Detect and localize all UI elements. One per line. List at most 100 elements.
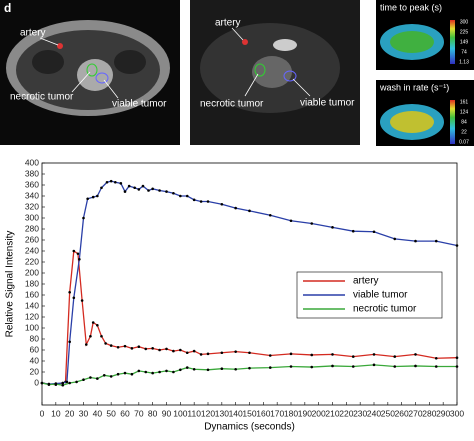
- y-tick-label: 40: [30, 355, 40, 365]
- data-point: [158, 348, 161, 352]
- data-point: [75, 380, 78, 384]
- data-point: [127, 184, 131, 188]
- data-point: [455, 356, 459, 360]
- data-point: [192, 349, 196, 353]
- mri-left: d artery necrotic tumor viable tumor: [0, 0, 180, 145]
- x-axis-label: Dynamics (seconds): [204, 422, 295, 433]
- x-tick-label: 140: [229, 408, 243, 418]
- x-tick-label: 120: [201, 408, 215, 418]
- data-point: [199, 353, 203, 356]
- data-point: [331, 364, 334, 368]
- panel-letter: d: [4, 1, 11, 15]
- data-point: [89, 376, 92, 379]
- data-point: [455, 244, 459, 247]
- data-point: [123, 344, 127, 348]
- data-point: [185, 351, 189, 355]
- y-tick-label: 220: [25, 256, 39, 266]
- image-label: necrotic tumor: [10, 92, 74, 103]
- colorbar-label: 124: [460, 109, 469, 115]
- y-tick-label: 160: [25, 289, 39, 299]
- data-point: [82, 378, 85, 382]
- data-point: [179, 194, 182, 198]
- colorbar-label: 22: [461, 129, 467, 135]
- y-tick-label: 320: [25, 201, 39, 211]
- x-tick-label: 290: [436, 408, 450, 418]
- data-point: [147, 189, 150, 192]
- data-point: [84, 343, 88, 346]
- x-tick-label: 20: [65, 408, 75, 418]
- colorbar-label: 300: [460, 19, 469, 25]
- data-point: [100, 186, 103, 190]
- data-point: [137, 188, 141, 191]
- data-point: [268, 366, 272, 369]
- data-point: [130, 372, 134, 376]
- data-point: [86, 197, 89, 201]
- map-title: wash in rate (s⁻¹): [379, 82, 449, 92]
- data-point: [76, 252, 80, 256]
- data-point: [96, 377, 99, 380]
- x-tick-label: 160: [256, 408, 270, 418]
- y-tick-label: 340: [25, 190, 39, 200]
- y-tick-label: 200: [25, 267, 39, 277]
- x-tick-label: 30: [79, 408, 89, 418]
- map-wash-in: wash in rate (s⁻¹): [376, 80, 474, 146]
- data-point: [179, 348, 182, 352]
- x-tick-label: 130: [215, 408, 229, 418]
- data-point: [372, 230, 376, 234]
- x-tick-label: 110: [187, 408, 201, 418]
- data-point: [185, 194, 189, 198]
- y-tick-label: 400: [25, 157, 39, 167]
- data-point: [268, 354, 272, 357]
- data-point: [158, 370, 161, 374]
- colorbar-label: 84: [461, 119, 467, 125]
- x-tick-label: 90: [162, 408, 172, 418]
- y-tick-label: 180: [25, 278, 39, 288]
- data-point: [434, 239, 438, 243]
- y-tick-label: 100: [25, 322, 39, 332]
- data-point: [414, 239, 417, 243]
- data-point: [414, 364, 417, 368]
- data-point: [414, 353, 417, 356]
- data-point: [68, 381, 71, 385]
- data-point: [54, 382, 58, 386]
- x-tick-label: 70: [134, 408, 144, 418]
- data-point: [40, 381, 44, 385]
- data-point: [116, 345, 120, 349]
- data-point: [234, 350, 237, 353]
- data-point: [65, 380, 69, 384]
- y-tick-label: 240: [25, 245, 39, 255]
- image-label: artery: [215, 18, 241, 29]
- colorbar-label: 1.13: [459, 59, 469, 65]
- data-point: [137, 345, 141, 349]
- y-tick-label: 60: [30, 344, 40, 354]
- data-point: [104, 342, 107, 345]
- data-point: [455, 365, 459, 368]
- data-point: [102, 374, 106, 377]
- data-point: [289, 219, 293, 223]
- y-tick-label: 140: [25, 300, 39, 310]
- data-point: [123, 190, 127, 193]
- y-tick-label: 260: [25, 234, 39, 244]
- data-point: [192, 367, 196, 371]
- data-point: [72, 249, 76, 253]
- data-point: [114, 180, 117, 184]
- data-point: [206, 368, 210, 372]
- colorbar-label: 161: [460, 99, 469, 105]
- data-point: [179, 368, 182, 372]
- data-point: [351, 355, 355, 358]
- y-tick-label: 300: [25, 212, 39, 222]
- data-point: [119, 182, 123, 185]
- data-point: [109, 344, 113, 347]
- data-point: [220, 367, 224, 371]
- data-point: [165, 369, 168, 373]
- data-point: [91, 195, 95, 199]
- data-point: [47, 383, 51, 386]
- data-point: [96, 194, 99, 198]
- data-point: [289, 352, 293, 356]
- data-point: [151, 187, 154, 191]
- data-point: [133, 186, 136, 190]
- data-point: [172, 191, 175, 195]
- data-point: [310, 353, 314, 357]
- data-point: [144, 370, 148, 374]
- x-tick-label: 60: [120, 408, 130, 418]
